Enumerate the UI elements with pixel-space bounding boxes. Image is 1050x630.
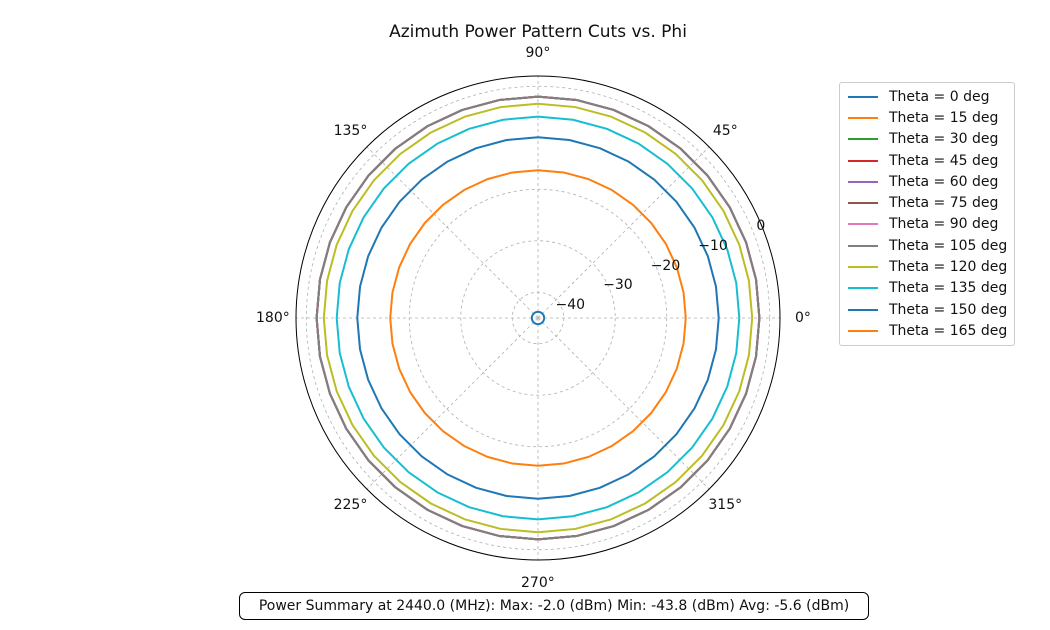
legend-swatch (848, 95, 878, 98)
legend-label: Theta = 15 deg (889, 109, 999, 126)
legend-swatch (848, 116, 878, 119)
series-line-10 (356, 136, 720, 500)
legend-swatch (848, 329, 878, 332)
series-line-8 (322, 102, 754, 534)
legend-label: Theta = 105 deg (889, 237, 1008, 254)
legend-swatch (848, 287, 878, 290)
polar-grid (296, 76, 780, 560)
legend-item: Theta = 0 deg (840, 86, 1014, 107)
legend-item: Theta = 75 deg (840, 192, 1014, 213)
radial-tick-label: −40 (555, 296, 586, 313)
legend-swatch (848, 244, 878, 247)
legend-swatch (848, 180, 878, 183)
legend-label: Theta = 90 deg (889, 216, 999, 233)
legend-label: Theta = 150 deg (889, 301, 1008, 318)
series-line-0 (530, 310, 546, 326)
legend-item: Theta = 165 deg (840, 320, 1014, 341)
legend-item: Theta = 120 deg (840, 256, 1014, 277)
angle-tick-label: 270° (521, 575, 555, 591)
legend-label: Theta = 45 deg (889, 152, 999, 169)
legend-swatch (848, 223, 878, 226)
legend-label: Theta = 30 deg (889, 131, 999, 148)
angle-tick-label: 0° (795, 310, 811, 326)
legend-label: Theta = 135 deg (889, 280, 1008, 297)
legend-label: Theta = 60 deg (889, 173, 999, 190)
radial-gridline (305, 85, 771, 551)
legend-swatch (848, 159, 878, 162)
angle-tick-label: 225° (333, 497, 368, 514)
radial-tick-label: −30 (603, 277, 633, 294)
polar-frame (295, 75, 781, 561)
angle-tick-label: 45° (712, 122, 738, 139)
legend-item: Theta = 60 deg (840, 171, 1014, 192)
angle-tick-label: 135° (333, 122, 368, 139)
legend-swatch (848, 266, 878, 269)
angular-gridline (366, 146, 539, 319)
angular-gridline (366, 317, 539, 490)
series-line-11 (389, 169, 687, 467)
legend-item: Theta = 90 deg (840, 214, 1014, 235)
radial-tick-label: −20 (650, 257, 681, 274)
power-summary-box: Power Summary at 2440.0 (MHz): Max: -2.0… (239, 592, 869, 620)
chart-title: Azimuth Power Pattern Cuts vs. Phi (389, 22, 687, 42)
legend: Theta = 0 deg Theta = 15 deg Theta = 30 de… (839, 82, 1015, 346)
legend-swatch (848, 308, 878, 311)
angle-tick-label: 180° (256, 310, 290, 326)
legend-label: Theta = 165 deg (889, 322, 1008, 339)
series-lines (315, 95, 761, 541)
legend-item: Theta = 105 deg (840, 235, 1014, 256)
legend-item: Theta = 45 deg (840, 150, 1014, 171)
legend-label: Theta = 120 deg (889, 259, 1008, 276)
legend-label: Theta = 75 deg (889, 195, 999, 212)
radial-tick-label: −10 (698, 237, 728, 254)
legend-swatch (848, 202, 878, 205)
angle-tick-label: 315° (708, 497, 743, 514)
series-line-9 (335, 115, 741, 521)
angle-tick-label: 90° (525, 45, 551, 61)
legend-item: Theta = 30 deg (840, 129, 1014, 150)
radial-gridline (460, 240, 616, 396)
angular-gridline (537, 146, 710, 319)
legend-item: Theta = 150 deg (840, 299, 1014, 320)
radial-tick-label: 0 (756, 218, 766, 235)
legend-item: Theta = 15 deg (840, 107, 1014, 128)
angular-gridline (537, 317, 710, 490)
series-line-7 (315, 95, 761, 541)
legend-item: Theta = 135 deg (840, 278, 1014, 299)
legend-label: Theta = 0 deg (889, 88, 990, 105)
legend-swatch (848, 138, 878, 141)
